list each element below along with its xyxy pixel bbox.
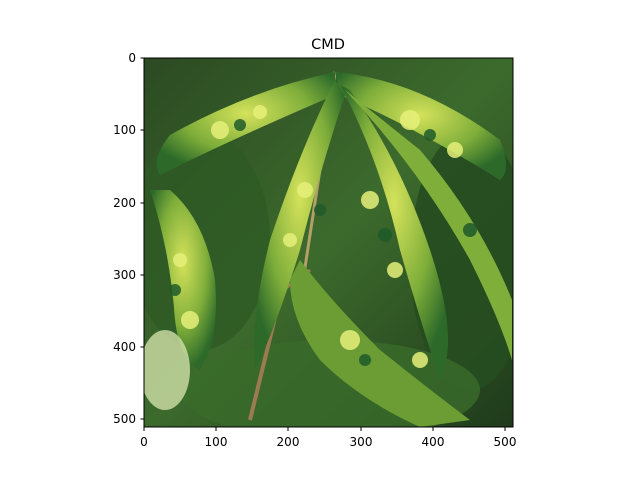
x-tick-label: 200 bbox=[277, 435, 300, 449]
figure-title: CMD bbox=[311, 37, 345, 53]
axes-frame bbox=[143, 57, 514, 428]
y-tick-label: 400 bbox=[113, 340, 136, 354]
x-tick-label: 0 bbox=[140, 435, 148, 449]
x-tick-label: 100 bbox=[205, 435, 228, 449]
x-tick-label: 400 bbox=[422, 435, 445, 449]
y-tick-label: 300 bbox=[113, 268, 136, 282]
x-tick-label: 500 bbox=[494, 435, 517, 449]
y-tick-label: 100 bbox=[113, 123, 136, 137]
x-tick-label: 300 bbox=[350, 435, 373, 449]
y-axis: 0 100 200 300 400 500 bbox=[113, 51, 144, 426]
y-tick-label: 200 bbox=[113, 196, 136, 210]
x-axis: 0 100 200 300 400 500 bbox=[140, 427, 516, 449]
leaf-photo bbox=[144, 58, 513, 427]
y-tick-label: 500 bbox=[113, 412, 136, 426]
y-tick-label: 0 bbox=[128, 51, 136, 65]
